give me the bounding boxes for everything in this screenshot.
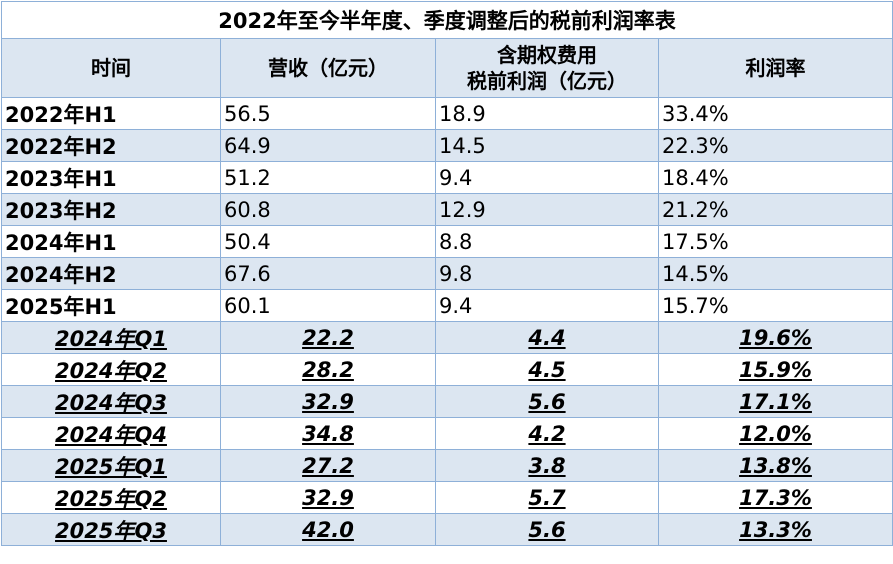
value-cell: 5.7 bbox=[435, 481, 659, 514]
data-row: 2025年Q2 32.9 5.7 17.3% bbox=[1, 481, 893, 514]
value-cell: 3.8 bbox=[435, 449, 659, 482]
value-cell: 8.8 bbox=[435, 225, 659, 258]
data-row: 2024年H2 67.6 9.8 14.5% bbox=[1, 257, 893, 290]
period-cell: 2024年Q4 bbox=[1, 417, 221, 450]
value-cell: 14.5 bbox=[435, 129, 659, 162]
value-cell: 17.3% bbox=[657, 481, 893, 514]
period-cell: 2025年Q1 bbox=[1, 449, 221, 482]
data-row: 2024年Q1 22.2 4.4 19.6% bbox=[1, 321, 893, 354]
value-cell: 13.3% bbox=[657, 513, 893, 546]
period-cell: 2025年Q3 bbox=[1, 513, 221, 546]
data-row: 2024年H1 50.4 8.8 17.5% bbox=[1, 225, 893, 258]
value-cell: 67.6 bbox=[220, 257, 436, 290]
period-cell: 2025年Q2 bbox=[1, 481, 221, 514]
title-row: 2022年至今半年度、季度调整后的税前利润率表 bbox=[0, 1, 893, 39]
data-row: 2023年H1 51.2 9.4 18.4% bbox=[1, 161, 893, 194]
value-cell: 4.2 bbox=[435, 417, 659, 450]
value-cell: 5.6 bbox=[435, 385, 659, 418]
value-cell: 27.2 bbox=[220, 449, 436, 482]
period-cell: 2023年H2 bbox=[1, 193, 221, 226]
header-row: 时间 营收（亿元） 含期权费用 税前利润（亿元） 利润率 bbox=[1, 38, 893, 98]
value-cell: 21.2% bbox=[657, 193, 893, 226]
period-cell: 2024年H1 bbox=[1, 225, 221, 258]
period-cell: 2022年H2 bbox=[1, 129, 221, 162]
profit-table: 2022年至今半年度、季度调整后的税前利润率表 时间 营收（亿元） 含期权费用 税前利… bbox=[0, 1, 893, 546]
value-cell: 19.6% bbox=[657, 321, 893, 354]
value-cell: 4.5 bbox=[435, 353, 659, 386]
value-cell: 60.8 bbox=[220, 193, 436, 226]
data-row: 2022年H2 64.9 14.5 22.3% bbox=[1, 129, 893, 162]
value-cell: 51.2 bbox=[220, 161, 436, 194]
value-cell: 34.8 bbox=[220, 417, 436, 450]
column-header: 时间 bbox=[1, 38, 221, 98]
data-row: 2025年H1 60.1 9.4 15.7% bbox=[1, 289, 893, 322]
period-cell: 2023年H1 bbox=[1, 161, 221, 194]
period-cell: 2024年Q3 bbox=[1, 385, 221, 418]
value-cell: 4.4 bbox=[435, 321, 659, 354]
value-cell: 18.4% bbox=[657, 161, 893, 194]
value-cell: 22.3% bbox=[657, 129, 893, 162]
value-cell: 33.4% bbox=[657, 97, 893, 130]
data-row: 2023年H2 60.8 12.9 21.2% bbox=[1, 193, 893, 226]
value-cell: 9.8 bbox=[435, 257, 659, 290]
value-cell: 5.6 bbox=[435, 513, 659, 546]
data-row: 2024年Q2 28.2 4.5 15.9% bbox=[1, 353, 893, 386]
period-cell: 2024年Q2 bbox=[1, 353, 221, 386]
value-cell: 32.9 bbox=[220, 385, 436, 418]
value-cell: 56.5 bbox=[220, 97, 436, 130]
table-body: 2022年至今半年度、季度调整后的税前利润率表 时间 营收（亿元） 含期权费用 税前利… bbox=[0, 1, 893, 546]
value-cell: 12.9 bbox=[435, 193, 659, 226]
data-row: 2025年Q3 42.0 5.6 13.3% bbox=[1, 513, 893, 546]
header-line: 利润率 bbox=[745, 56, 806, 80]
value-cell: 17.5% bbox=[657, 225, 893, 258]
value-cell: 9.4 bbox=[435, 161, 659, 194]
period-cell: 2025年H1 bbox=[1, 289, 221, 322]
header-line: 含期权费用 bbox=[497, 43, 597, 67]
value-cell: 15.7% bbox=[657, 289, 893, 322]
value-cell: 13.8% bbox=[657, 449, 893, 482]
data-row: 2022年H1 56.5 18.9 33.4% bbox=[1, 97, 893, 130]
header-line: 时间 bbox=[91, 56, 131, 80]
period-cell: 2024年Q1 bbox=[1, 321, 221, 354]
value-cell: 15.9% bbox=[657, 353, 893, 386]
value-cell: 14.5% bbox=[657, 257, 893, 290]
table-title: 2022年至今半年度、季度调整后的税前利润率表 bbox=[0, 1, 893, 39]
column-header: 含期权费用 税前利润（亿元） bbox=[435, 38, 659, 98]
column-header: 营收（亿元） bbox=[220, 38, 436, 98]
value-cell: 12.0% bbox=[657, 417, 893, 450]
data-row: 2025年Q1 27.2 3.8 13.8% bbox=[1, 449, 893, 482]
period-cell: 2024年H2 bbox=[1, 257, 221, 290]
value-cell: 28.2 bbox=[220, 353, 436, 386]
period-cell: 2022年H1 bbox=[1, 97, 221, 130]
data-row: 2024年Q4 34.8 4.2 12.0% bbox=[1, 417, 893, 450]
value-cell: 50.4 bbox=[220, 225, 436, 258]
data-row: 2024年Q3 32.9 5.6 17.1% bbox=[1, 385, 893, 418]
value-cell: 22.2 bbox=[220, 321, 436, 354]
column-header: 利润率 bbox=[657, 38, 893, 98]
value-cell: 60.1 bbox=[220, 289, 436, 322]
value-cell: 18.9 bbox=[435, 97, 659, 130]
header-line: 营收（亿元） bbox=[268, 56, 388, 80]
value-cell: 9.4 bbox=[435, 289, 659, 322]
header-line: 税前利润（亿元） bbox=[467, 69, 627, 93]
value-cell: 17.1% bbox=[657, 385, 893, 418]
value-cell: 64.9 bbox=[220, 129, 436, 162]
value-cell: 32.9 bbox=[220, 481, 436, 514]
value-cell: 42.0 bbox=[220, 513, 436, 546]
